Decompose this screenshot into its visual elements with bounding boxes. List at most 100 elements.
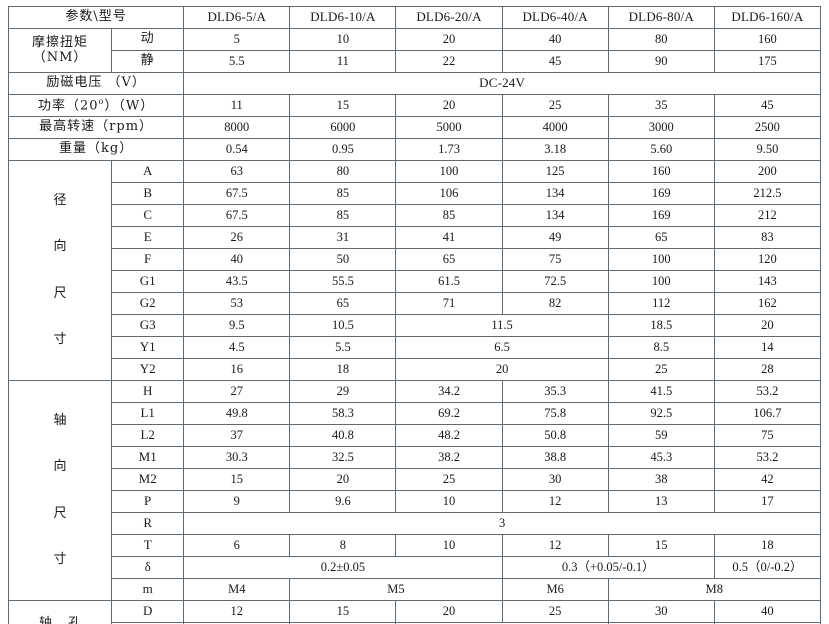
speed-label: 最高转速（rpm） — [7, 116, 185, 139]
radial-value: 212.5 — [713, 182, 822, 205]
speed-value: 4000 — [501, 116, 609, 139]
radial-value: 120 — [713, 248, 822, 271]
radial-value: 67.5 — [183, 204, 291, 227]
axial-value: M8 — [607, 578, 822, 601]
axial-value: 13 — [607, 490, 715, 513]
header-row: 参数\型号 DLD6-5/A DLD6-10/A DLD6-20/A DLD6-40/A… — [7, 6, 822, 29]
model-header-4: DLD6-40/A — [501, 6, 609, 29]
radial-value: 31 — [289, 226, 397, 249]
speed-value: 5000 — [395, 116, 503, 139]
radial-value: 65 — [289, 292, 397, 315]
radial-value: 100 — [607, 270, 715, 293]
axial-row-m2: M2 15 20 25 30 38 42 — [9, 468, 822, 491]
radial-value: 16 — [183, 358, 291, 381]
radial-value: 49 — [501, 226, 609, 249]
axial-value: 9.6 — [289, 490, 397, 513]
radial-value: 134 — [501, 204, 609, 227]
axial-value: 15 — [607, 534, 715, 557]
axial-param-name: H — [111, 380, 185, 403]
axial-param-name: M2 — [111, 468, 185, 491]
axial-value: 10 — [395, 534, 503, 557]
axial-value: 59 — [607, 424, 715, 447]
axial-value: 25 — [395, 468, 503, 491]
radial-value: 9.5 — [183, 314, 291, 337]
axial-value: 18 — [713, 534, 822, 557]
axial-row-m: m M4 M5 M6 M8 — [9, 578, 822, 601]
axial-value: 92.5 — [607, 402, 715, 425]
torque-dynamic-value: 80 — [607, 28, 715, 51]
radial-value: 5.5 — [289, 336, 397, 359]
shaft-hole-value: 40 — [713, 600, 822, 623]
radial-value: 72.5 — [501, 270, 609, 293]
axial-value: 75 — [713, 424, 822, 447]
radial-value: 25 — [607, 358, 715, 381]
radial-value: 28 — [713, 358, 822, 381]
axial-dimensions-group-label: 轴向尺寸 — [7, 380, 113, 601]
weight-label: 重量（kg） — [7, 138, 185, 161]
radial-value: 53 — [183, 292, 291, 315]
radial-value: 85 — [289, 182, 397, 205]
axial-value: 48.2 — [395, 424, 503, 447]
param-model-header: 参数\型号 — [7, 6, 185, 29]
specification-table: 参数\型号 DLD6-5/A DLD6-10/A DLD6-20/A DLD6-40/A… — [7, 6, 822, 624]
axial-value: 0.2±0.05 — [183, 556, 503, 579]
shaft-hole-group-label: 轴孔尺寸 — [7, 600, 113, 624]
radial-value: 67.5 — [183, 182, 291, 205]
shaft-hole-value: 20 — [395, 600, 503, 623]
shaft-hole-param-name: b — [111, 622, 185, 624]
axial-value: 6 — [183, 534, 291, 557]
axial-row-δ: δ 0.2±0.05 0.3（+0.05/-0.1） 0.5（0/-0.2） — [9, 556, 822, 579]
radial-param-name: F — [111, 248, 185, 271]
axial-value: M5 — [289, 578, 503, 601]
radial-value: 106 — [395, 182, 503, 205]
radial-value: 125 — [501, 160, 609, 183]
radial-param-name: A — [111, 160, 185, 183]
axial-value: M6 — [501, 578, 609, 601]
radial-value: 112 — [607, 292, 715, 315]
radial-value: 134 — [501, 182, 609, 205]
radial-row-g3: G3 9.5 10.5 11.5 18.5 20 — [9, 314, 822, 337]
model-header-2: DLD6-10/A — [289, 6, 397, 29]
axial-value: 3 — [183, 512, 821, 535]
axial-value: 35.3 — [501, 380, 609, 403]
power-value: 45 — [713, 94, 822, 117]
radial-value: 55.5 — [289, 270, 397, 293]
torque-label: 摩擦扭矩 （NM） — [7, 28, 113, 73]
axial-value: 58.3 — [289, 402, 397, 425]
power-row: 功率（20o）（W） 11 15 20 25 35 45 — [7, 94, 822, 117]
axial-value: 30.3 — [183, 446, 291, 469]
radial-value: 160 — [607, 160, 715, 183]
radial-value: 6.5 — [395, 336, 609, 359]
radial-value: 10.5 — [289, 314, 397, 337]
radial-value: 65 — [395, 248, 503, 271]
axial-value: 32.5 — [289, 446, 397, 469]
radial-param-name: C — [111, 204, 185, 227]
power-value: 15 — [289, 94, 397, 117]
shaft-hole-value: 4 — [183, 622, 291, 624]
axial-row-p: P 9 9.6 10 12 13 17 — [9, 490, 822, 513]
axial-value: 42 — [713, 468, 822, 491]
radial-value: 40 — [183, 248, 291, 271]
torque-static-value: 22 — [395, 50, 503, 73]
axial-value: 38 — [607, 468, 715, 491]
torque-dynamic-row: 摩擦扭矩 （NM）动 5 10 20 40 80 160 — [7, 28, 822, 73]
radial-row-y2: Y2 16 18 20 25 28 — [9, 358, 822, 381]
axial-row-h: 轴向尺寸 H 27 29 34.2 35.3 41.5 53.2 — [7, 380, 822, 601]
torque-dynamic-value: 160 — [713, 28, 822, 51]
axial-value: M4 — [183, 578, 291, 601]
radial-value: 82 — [501, 292, 609, 315]
axial-row-l2: L2 37 40.8 48.2 50.8 59 75 — [9, 424, 822, 447]
model-header-3: DLD6-20/A — [395, 6, 503, 29]
voltage-label: 励磁电压 （V） — [7, 72, 185, 95]
axial-param-name: m — [111, 578, 185, 601]
torque-static-value: 175 — [713, 50, 822, 73]
axial-value: 53.2 — [713, 446, 822, 469]
torque-static-label: 静 — [111, 50, 185, 73]
radial-dimensions-group-label: 径向尺寸 — [7, 160, 113, 381]
radial-value: 8.5 — [607, 336, 715, 359]
axial-value: 34.2 — [395, 380, 503, 403]
shaft-hole-param-name: D — [111, 600, 185, 623]
axial-row-t: T 6 8 10 12 15 18 — [9, 534, 822, 557]
power-value: 25 — [501, 94, 609, 117]
